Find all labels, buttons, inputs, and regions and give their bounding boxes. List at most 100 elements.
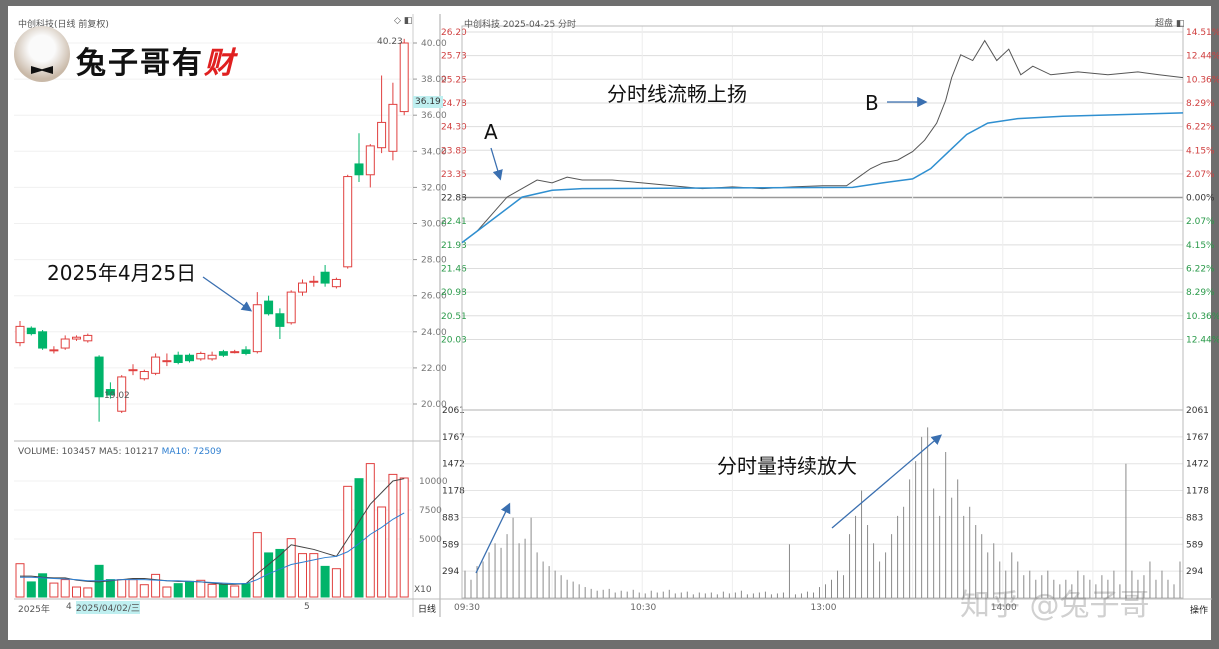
- intraday-pct-tick: 8.29%: [1186, 288, 1215, 298]
- date-month-5: 5: [304, 602, 310, 612]
- logo-text-black: 兔子哥有: [76, 46, 204, 81]
- candle-down: [218, 351, 228, 356]
- period-button[interactable]: 日线: [418, 605, 437, 615]
- intraday-toolbar[interactable]: 超盘 ◧: [1155, 19, 1185, 29]
- volume-bar: [388, 473, 398, 598]
- selected-date[interactable]: 2025/04/02/三: [76, 601, 140, 614]
- volume-bar: [264, 552, 274, 598]
- volume-bar: [38, 573, 48, 598]
- intraday-pct-tick: 12.44%: [1186, 335, 1219, 345]
- candle-up: [15, 325, 25, 344]
- chart-canvas: [8, 6, 1211, 640]
- volume-arrow-right: [831, 434, 942, 529]
- volume-bar: [207, 583, 217, 598]
- intraday-price-tick: 24.30: [441, 123, 467, 133]
- intraday-pct-tick: 12.44%: [1186, 52, 1219, 62]
- candle-up: [252, 304, 262, 353]
- candle-up: [331, 278, 341, 288]
- volume-bar: [128, 579, 138, 598]
- candle-up: [343, 176, 353, 268]
- candle-down: [354, 163, 364, 176]
- volume-bar: [230, 585, 240, 598]
- kline-price-tick: 40.00: [421, 39, 447, 49]
- avatar: [14, 26, 70, 82]
- bowtie-icon: [31, 66, 53, 74]
- intraday-volume-tick: 1178: [442, 487, 465, 497]
- annotation-a: A: [484, 120, 498, 144]
- logo-text-red: 财: [204, 46, 236, 81]
- intraday-volume-tick-right: 589: [1186, 540, 1203, 550]
- intraday-price-tick: 20.03: [441, 335, 467, 345]
- volume-bar: [151, 573, 161, 598]
- intraday-volume-tick-right: 294: [1186, 567, 1203, 577]
- candle-up: [162, 360, 172, 363]
- annotation-date: 2025年4月25日: [47, 261, 197, 285]
- intraday-volume-tick-right: 1767: [1186, 433, 1209, 443]
- candle-down: [26, 327, 36, 335]
- volume-bar: [331, 568, 341, 598]
- volume-bar: [252, 532, 262, 598]
- toolbar-label[interactable]: 超盘: [1155, 19, 1174, 29]
- intraday-price-tick: 24.78: [441, 99, 467, 109]
- intraday-volume-tick-right: 2061: [1186, 406, 1209, 416]
- volume-bar: [196, 579, 206, 598]
- kline-toolbar-icons[interactable]: ◇ ◧: [394, 16, 413, 26]
- volume-arrow-left: [475, 502, 511, 574]
- volume-value: VOLUME: 103457: [18, 447, 96, 457]
- intraday-price-tick: 20.51: [441, 312, 467, 322]
- volume-bar: [377, 506, 387, 598]
- operate-button[interactable]: 操作: [1190, 606, 1209, 616]
- volume-tick: 10000: [419, 477, 448, 487]
- date-year: 2025年: [18, 605, 50, 615]
- volume-bar: [365, 463, 375, 598]
- volume-bar: [298, 553, 307, 598]
- volume-bar: [105, 579, 115, 598]
- intraday-volume-tick: 2061: [442, 406, 465, 416]
- volume-bar: [185, 580, 194, 598]
- candle-down: [94, 356, 104, 398]
- intraday-plot-border: [461, 25, 1184, 599]
- kline-price-tick: 38.00: [421, 75, 447, 85]
- kline-title: 中创科技(日线 前复权): [18, 20, 109, 30]
- intraday-price-tick: 21.93: [441, 241, 467, 251]
- volume-bar: [60, 579, 70, 598]
- candle-down: [38, 331, 48, 349]
- candle-up: [365, 145, 375, 176]
- ma10-line: [20, 512, 405, 585]
- intraday-pct-tick: 4.15%: [1186, 241, 1215, 251]
- volume-bar: [173, 583, 183, 598]
- volume-bar: [354, 478, 364, 598]
- ma5-value: MA5: 101217: [98, 447, 159, 457]
- volume-legend: VOLUME: 103457 MA5: 101217 MA10: 72509: [18, 447, 222, 457]
- intraday-title: 中创科技 2025-04-25 分时: [464, 20, 577, 30]
- intraday-volume-tick: 294: [442, 567, 459, 577]
- candle-up: [72, 336, 81, 340]
- intraday-price-tick: 20.98: [441, 288, 467, 298]
- intraday-volume-tick: 1767: [442, 433, 465, 443]
- kline-price-tick: 24.00: [421, 328, 447, 338]
- candle-up: [399, 42, 409, 113]
- intraday-price-tick: 22.88: [441, 194, 467, 204]
- candle-up: [128, 369, 138, 372]
- candle-up: [83, 334, 93, 342]
- candle-down: [320, 271, 330, 284]
- candle-up: [309, 280, 319, 283]
- time-tick: 14:00: [991, 603, 1017, 613]
- volume-bar: [320, 565, 330, 598]
- kline-price-tick: 36.00: [421, 111, 447, 121]
- candle-down: [105, 389, 115, 396]
- kline-price-tick: 34.00: [421, 147, 447, 157]
- annotation-b: B: [865, 91, 879, 115]
- intraday-pct-tick: 0.00%: [1186, 194, 1215, 204]
- intraday-volume-tick: 883: [442, 513, 459, 523]
- candle-up: [298, 282, 307, 293]
- volume-bar: [139, 584, 149, 598]
- intraday-pct-tick: 6.22%: [1186, 265, 1215, 275]
- intraday-volume-tick-right: 1178: [1186, 487, 1209, 497]
- annotation-volume: 分时量持续放大: [717, 454, 857, 478]
- time-tick: 09:30: [454, 603, 480, 613]
- intraday-pct-tick: 14.51%: [1186, 28, 1219, 38]
- low-label: 19.02: [104, 391, 130, 401]
